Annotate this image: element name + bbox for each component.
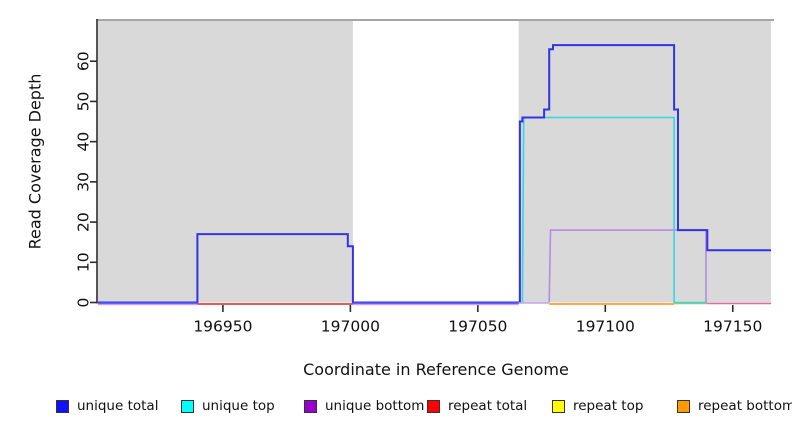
series-unique-bottom xyxy=(548,229,707,303)
x-tick-label: 197050 xyxy=(448,318,507,336)
y-tick-label: 0 xyxy=(75,298,93,308)
legend-label: unique top xyxy=(202,398,275,414)
legend-item-repeat-top: repeat top xyxy=(552,398,643,414)
legend-label: unique total xyxy=(77,398,159,414)
y-axis-title: Read Coverage Depth xyxy=(25,73,45,250)
y-tick-label: 20 xyxy=(75,212,93,232)
legend-item-unique-bottom: unique bottom xyxy=(304,398,424,414)
x-tick-label: 197000 xyxy=(321,318,380,336)
x-tick-label: 197100 xyxy=(576,318,635,336)
legend-item-repeat-total: repeat total xyxy=(427,398,527,414)
legend-label: repeat total xyxy=(448,398,528,414)
y-tick-label: 40 xyxy=(75,132,93,152)
repeat-bottom-swatch-icon xyxy=(677,399,690,413)
legend-label: repeat top xyxy=(573,398,644,414)
series-unique-total xyxy=(98,44,771,304)
legend-item-unique-total: unique total xyxy=(56,398,158,414)
x-tick-label: 196950 xyxy=(193,318,252,336)
legend-item-unique-top: unique top xyxy=(181,398,275,414)
series-unique-top xyxy=(521,116,708,304)
legend: unique total unique top unique bottom re… xyxy=(0,398,792,422)
unique-total-swatch-icon xyxy=(56,399,69,413)
x-axis-title: Coordinate in Reference Genome xyxy=(303,360,569,379)
repeat-top-swatch-icon xyxy=(552,399,565,413)
shaded-region xyxy=(518,21,771,303)
unique-bottom-swatch-icon xyxy=(304,399,317,413)
legend-item-repeat-bottom: repeat bottom xyxy=(677,398,792,414)
shaded-region xyxy=(98,21,353,303)
legend-label: unique bottom xyxy=(325,398,425,414)
y-tick-label: 50 xyxy=(75,92,93,112)
unique-top-swatch-icon xyxy=(181,399,194,413)
x-tick-label: 197150 xyxy=(703,318,762,336)
repeat-total-swatch-icon xyxy=(427,399,440,413)
y-tick-label: 10 xyxy=(75,252,93,272)
y-tick-label: 30 xyxy=(75,172,93,192)
y-tick-label: 60 xyxy=(75,51,93,71)
legend-label: repeat bottom xyxy=(698,398,792,414)
